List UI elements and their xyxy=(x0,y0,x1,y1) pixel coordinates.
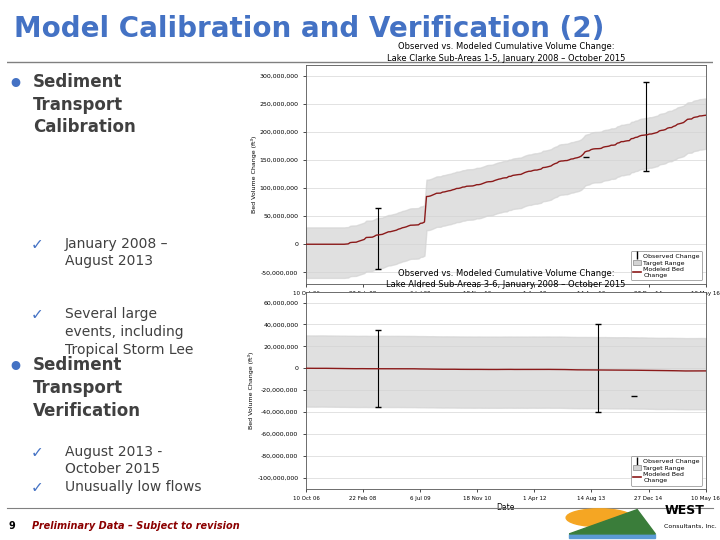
Polygon shape xyxy=(569,534,655,538)
Text: ✓: ✓ xyxy=(30,237,43,252)
Text: Several large
events, including
Tropical Storm Lee: Several large events, including Tropical… xyxy=(65,307,193,357)
Text: ✓: ✓ xyxy=(30,307,43,322)
Polygon shape xyxy=(569,510,655,534)
Text: •: • xyxy=(7,73,23,97)
Text: Consultants, Inc.: Consultants, Inc. xyxy=(665,523,717,528)
Text: Sediment
Transport
Verification: Sediment Transport Verification xyxy=(33,356,141,420)
Text: ✓: ✓ xyxy=(30,444,43,460)
Text: 9: 9 xyxy=(9,521,15,531)
Legend: Observed Change, Target Range, Modeled Bed
Change: Observed Change, Target Range, Modeled B… xyxy=(631,456,703,485)
Text: Sediment
Transport
Calibration: Sediment Transport Calibration xyxy=(33,73,136,137)
X-axis label: Date: Date xyxy=(497,298,515,307)
Text: Model Calibration and Verification (2): Model Calibration and Verification (2) xyxy=(14,15,605,43)
Text: •: • xyxy=(7,356,23,380)
Text: Preliminary Data – Subject to revision: Preliminary Data – Subject to revision xyxy=(32,521,240,531)
Legend: Observed Change, Target Range, Modeled Bed
Change: Observed Change, Target Range, Modeled B… xyxy=(631,251,703,280)
Circle shape xyxy=(566,509,633,526)
Text: January 2008 –
August 2013: January 2008 – August 2013 xyxy=(65,237,168,268)
X-axis label: Date: Date xyxy=(497,503,515,512)
Y-axis label: Bed Volume Change (ft³): Bed Volume Change (ft³) xyxy=(251,136,256,213)
Text: August 2013 -
October 2015: August 2013 - October 2015 xyxy=(65,444,162,476)
Title: Observed vs. Modeled Cumulative Volume Change:
Lake Clarke Sub-Areas 1-5, Januar: Observed vs. Modeled Cumulative Volume C… xyxy=(387,42,625,63)
Title: Observed vs. Modeled Cumulative Volume Change:
Lake Aldred Sub-Areas 3-6, Januar: Observed vs. Modeled Cumulative Volume C… xyxy=(386,268,626,289)
Text: Unusually low flows: Unusually low flows xyxy=(65,480,202,494)
Y-axis label: Bed Volume Change (ft³): Bed Volume Change (ft³) xyxy=(248,352,254,429)
Text: ✓: ✓ xyxy=(30,480,43,495)
Text: WEST: WEST xyxy=(665,504,704,517)
